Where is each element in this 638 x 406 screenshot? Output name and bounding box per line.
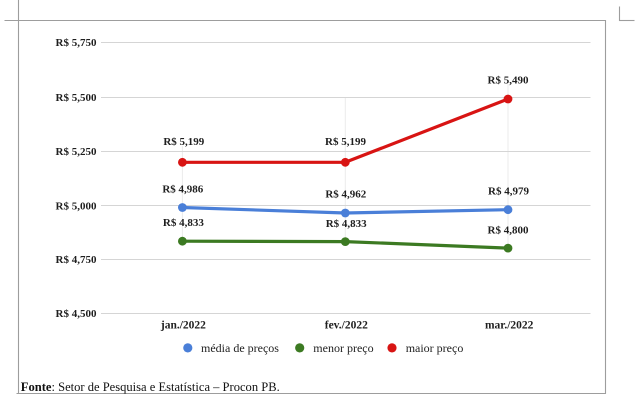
svg-text:mar./2022: mar./2022 xyxy=(485,320,534,332)
svg-text:média de preços: média de preços xyxy=(201,341,279,355)
svg-text:R$ 5,000: R$ 5,000 xyxy=(56,200,97,212)
svg-text:R$ 4,986: R$ 4,986 xyxy=(162,184,203,196)
svg-text:Fonte: Setor de Pesquisa e Est: Fonte: Setor de Pesquisa e Estatística –… xyxy=(21,380,280,394)
svg-text:R$ 4,833: R$ 4,833 xyxy=(326,218,367,230)
svg-text:R$ 5,250: R$ 5,250 xyxy=(56,146,97,158)
svg-text:R$ 5,750: R$ 5,750 xyxy=(56,37,97,49)
svg-text:R$ 4,750: R$ 4,750 xyxy=(56,254,97,266)
svg-text:R$ 4,962: R$ 4,962 xyxy=(325,188,366,200)
svg-text:menor preço: menor preço xyxy=(313,341,373,355)
svg-text:fev./2022: fev./2022 xyxy=(325,320,368,332)
svg-text:R$ 5,490: R$ 5,490 xyxy=(488,74,529,86)
svg-text:jan./2022: jan./2022 xyxy=(160,320,206,332)
svg-text:R$ 4,833: R$ 4,833 xyxy=(163,217,204,229)
svg-text:R$ 5,199: R$ 5,199 xyxy=(325,136,366,148)
svg-text:R$ 5,500: R$ 5,500 xyxy=(56,92,97,104)
svg-text:maior preço: maior preço xyxy=(406,341,464,355)
svg-text:R$ 4,500: R$ 4,500 xyxy=(56,308,97,320)
svg-text:R$ 5,199: R$ 5,199 xyxy=(163,136,204,148)
svg-text:R$ 4,979: R$ 4,979 xyxy=(488,186,529,198)
svg-text:R$ 4,800: R$ 4,800 xyxy=(488,224,529,236)
